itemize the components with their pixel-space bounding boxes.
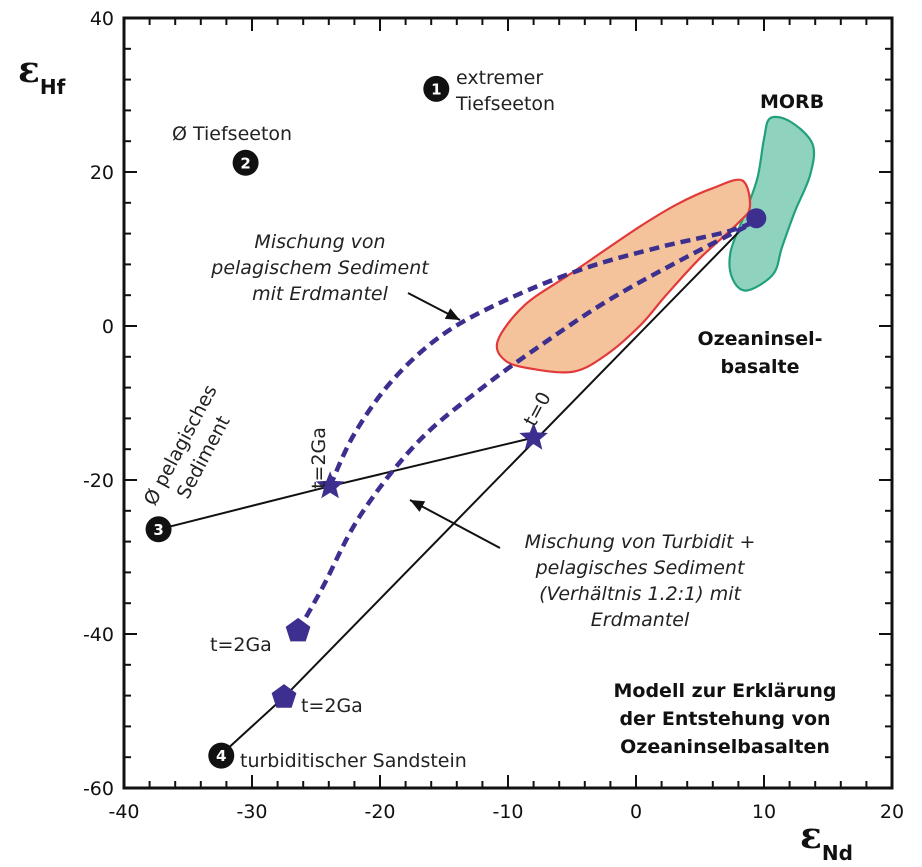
data-lines <box>155 215 758 757</box>
mixing-label-2-line: Mischung von Turbidit + <box>525 531 756 553</box>
model-caption-line: Modell zur Erklärung <box>614 680 837 702</box>
x-tick-label: -20 <box>364 801 395 823</box>
mixing-label-1: Mischung von pelagischem Sediment mit Erdm… <box>210 231 430 305</box>
mixing-label-2-line: pelagisches Sediment <box>535 557 746 579</box>
mixing-label-1-line: mit Erdmantel <box>252 283 388 305</box>
mixing-label-2-line: Erdmantel <box>591 609 690 631</box>
model-caption: Modell zur Erklärung der Entstehung von Oz… <box>614 680 837 758</box>
pentagon-marker-3 <box>285 617 311 642</box>
star-marker-2 <box>519 422 548 450</box>
y-tick-label: 0 <box>102 316 114 338</box>
t2ga-pentagon-upper-label: t=2Ga <box>210 634 272 656</box>
mixing-label-2: Mischung von Turbidit + pelagisches Sedim… <box>525 531 756 631</box>
y-axis-subscript: Hf <box>40 75 66 99</box>
oib-label-line: basalte <box>720 356 799 378</box>
y-tick-label: 20 <box>90 162 114 184</box>
y-tick-label: 40 <box>90 8 114 30</box>
model-caption-line: der Entstehung von <box>619 708 830 730</box>
model-caption-line: Ozeaninselbasalten <box>620 736 830 758</box>
sample-badge-1 <box>423 75 450 102</box>
x-tick-label: 0 <box>630 801 642 823</box>
sample-4-label-line: turbiditischer Sandstein <box>240 750 467 772</box>
x-axis-title: εNd <box>800 815 853 865</box>
x-tick-label: 20 <box>880 801 904 823</box>
mixing-label-1-line: Mischung von <box>254 231 385 253</box>
y-tick-label: -20 <box>83 470 114 492</box>
y-tick-label: -60 <box>83 778 114 800</box>
sample-number-1: 1 <box>431 80 441 98</box>
x-tick-label: 10 <box>752 801 776 823</box>
sample-badge-2 <box>232 149 259 176</box>
mixing-label-2-line: (Verhältnis 1.2:1) mit <box>539 583 742 605</box>
star-marker-1 <box>315 471 345 499</box>
oib-label: Ozeaninsel-basalte <box>697 328 822 378</box>
morb-endmember-marker <box>746 208 767 229</box>
y-axis-symbol: ε <box>18 49 40 91</box>
sample-2-label-line: Ø Tiefseeton <box>172 123 292 145</box>
mixing-curve-3 <box>328 219 758 488</box>
morb-field <box>728 115 816 292</box>
sample-3-label: Ø pelagischesSediment <box>140 381 245 521</box>
y-axis-title: εHf <box>18 49 66 99</box>
arrow-mix2-head <box>410 500 426 512</box>
oib-label-line: Ozeaninsel- <box>697 328 822 350</box>
sample-1-label: extremer Tiefseeton <box>455 67 555 115</box>
t2ga-pentagon-lower-label: t=2Ga <box>301 695 363 717</box>
mixing-curve-4 <box>296 219 757 633</box>
sample-badge-4 <box>208 742 235 769</box>
morb-label: MORB <box>760 91 824 113</box>
arrow-mix1-head <box>444 308 460 320</box>
markers: 1 2 3 4 <box>145 75 767 769</box>
sample-badge-3 <box>145 516 172 543</box>
x-tick-label: -40 <box>108 801 139 823</box>
t2ga-star-label: t=2Ga <box>308 427 330 489</box>
sample-1-label-line: Tiefseeton <box>455 93 555 115</box>
sample-number-3: 3 <box>153 521 163 539</box>
arrow-mix2 <box>409 499 501 549</box>
mixing-label-1-line: pelagischem Sediment <box>210 257 430 279</box>
sample-1-label-line: extremer <box>456 67 543 89</box>
pentagon-marker-4 <box>271 684 297 708</box>
sample-2-label: Ø Tiefseeton <box>172 123 292 145</box>
x-axis-subscript: Nd <box>822 841 853 865</box>
x-tick-label: -30 <box>236 801 267 823</box>
x-tick-label: -10 <box>492 801 523 823</box>
x-axis-symbol: ε <box>800 815 822 857</box>
sample-number-2: 2 <box>240 154 250 172</box>
sample-number-4: 4 <box>216 747 226 765</box>
sample-4-label: turbiditischer Sandstein <box>240 750 467 772</box>
y-tick-label: -40 <box>83 624 114 646</box>
